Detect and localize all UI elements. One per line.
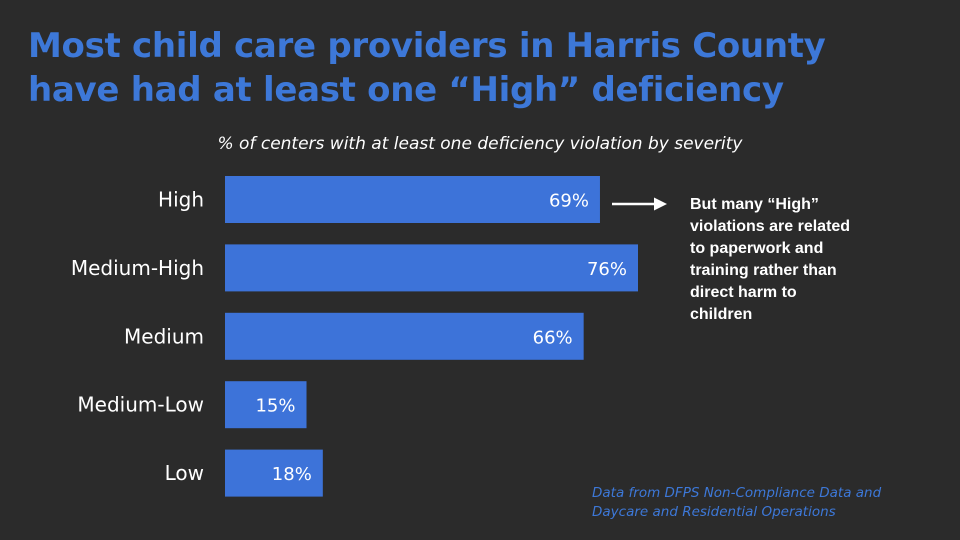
bar-medium-high	[225, 244, 638, 292]
bar-high	[225, 176, 600, 223]
callout-line: violations are related	[690, 218, 851, 235]
arrow-icon	[612, 197, 667, 211]
value-label: 18%	[272, 464, 312, 485]
callout-line: to paperwork and	[690, 240, 824, 257]
bar-low	[225, 449, 323, 497]
category-label: High	[158, 188, 204, 212]
source-line: Daycare and Residential Operations	[592, 504, 836, 520]
title-line-1: Most child care providers in Harris Coun…	[28, 26, 826, 66]
bar-medium-low	[225, 381, 307, 429]
category-label: Low	[165, 461, 204, 485]
callout-line: training rather than	[690, 262, 837, 279]
bar-medium	[225, 312, 584, 360]
chart-subtitle: % of centers with at least one deficienc…	[217, 134, 743, 154]
category-label: Medium-Low	[77, 393, 204, 417]
callout-line: children	[690, 306, 753, 323]
bars-group: High 69% Medium-High 76% Medium 66% Medium-Low…	[71, 176, 638, 497]
value-label: 66%	[533, 327, 573, 348]
callout-line: direct harm to	[690, 284, 797, 301]
source-note: Data from DFPS Non-Compliance Data and D…	[592, 484, 952, 522]
page-title: Most child care providers in Harris Coun…	[28, 24, 928, 112]
category-label: Medium	[124, 324, 204, 348]
value-label: 15%	[255, 396, 295, 417]
value-label: 76%	[587, 259, 627, 280]
callout-note: But many “High” violations are related t…	[690, 194, 890, 326]
title-line-2: have had at least one “High” deficiency	[28, 70, 784, 110]
source-line: Data from DFPS Non-Compliance Data and	[592, 485, 882, 501]
callout-line: But many “High”	[690, 196, 819, 213]
value-label: 69%	[549, 191, 589, 212]
category-label: Medium-High	[71, 256, 204, 280]
